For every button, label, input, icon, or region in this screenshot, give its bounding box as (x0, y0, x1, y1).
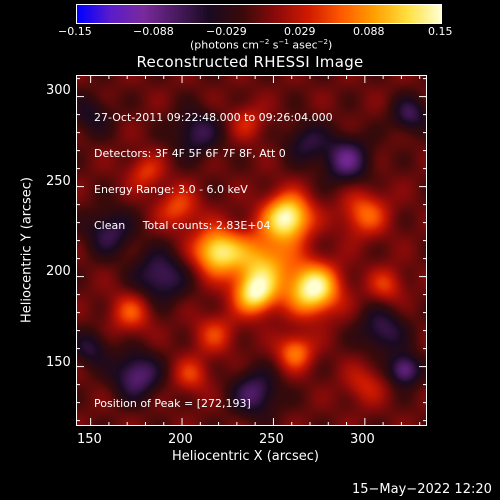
x-tick-label: 150 (77, 432, 102, 447)
detectors-info: Detectors: 3F 4F 5F 6F 7F 8F, Att 0 (94, 147, 286, 160)
clean-counts: Clean Total counts: 2.83E+04 (94, 219, 271, 232)
colorbar-tick: 0.088 (353, 25, 385, 38)
colorbar-unit: (photons cm−2 s−1 asec−2) (190, 38, 333, 52)
x-axis-label: Heliocentric X (arcsec) (172, 449, 319, 464)
x-tick-label: 300 (350, 432, 375, 447)
y-tick-label: 200 (46, 264, 71, 279)
x-tick-label: 200 (168, 432, 193, 447)
y-axis-label: Heliocentric Y (arcsec) (19, 177, 35, 323)
chart-title: Reconstructed RHESSI Image (136, 53, 364, 71)
colorbar-tick: −0.15 (58, 25, 92, 38)
peak-position-label: Position of Peak = [272,193] (94, 397, 251, 410)
x-tick-label: 250 (259, 432, 284, 447)
colorbar (76, 4, 442, 24)
observation-time: 27-Oct-2011 09:22:48.000 to 09:26:04.000 (94, 111, 333, 124)
colorbar-tick: −0.088 (133, 25, 174, 38)
timestamp: 15−May−2022 12:20 (352, 482, 492, 497)
energy-range: Energy Range: 3.0 - 6.0 keV (94, 183, 248, 196)
colorbar-tick: −0.029 (206, 25, 247, 38)
colorbar-tick: 0.029 (284, 25, 316, 38)
observation-info: 27-Oct-2011 09:22:48.000 to 09:26:04.000… (94, 88, 333, 244)
y-tick-label: 300 (46, 83, 71, 98)
y-tick-label: 250 (46, 174, 71, 189)
colorbar-tick: 0.15 (428, 25, 453, 38)
y-tick-label: 150 (46, 355, 71, 370)
